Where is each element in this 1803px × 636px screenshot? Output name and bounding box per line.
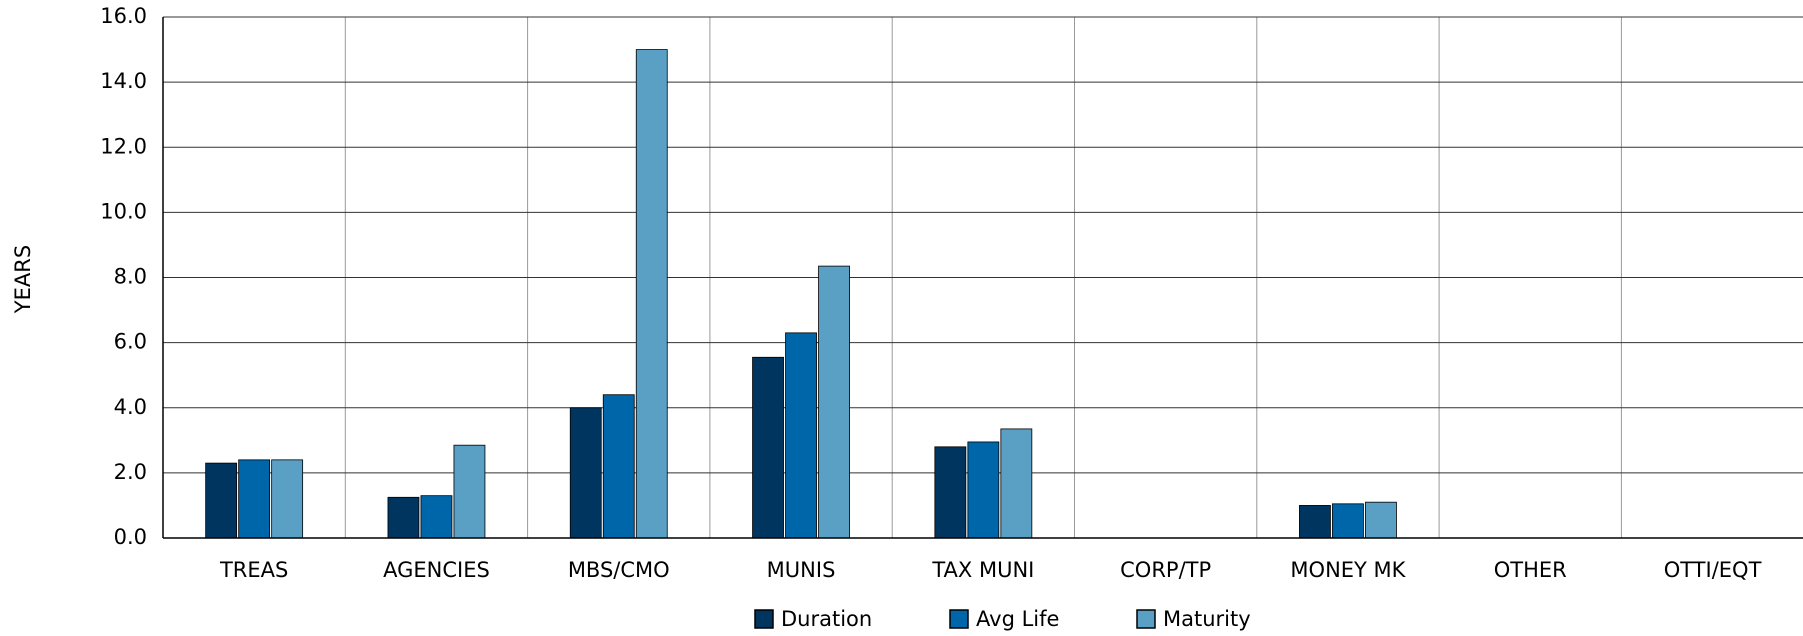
bar [1365,501,1397,539]
legend-label: Maturity [1163,607,1251,631]
y-tick-label: 10.0 [100,199,147,223]
y-tick-label: 12.0 [100,134,147,158]
bar [635,49,668,539]
x-tick-label: CORP/TP [1120,558,1211,582]
legend-label: Avg Life [976,607,1059,631]
bar [205,462,238,539]
x-tick-label: OTHER [1494,558,1567,582]
x-tick-label: TAX MUNI [931,558,1034,582]
x-tick-label: MBS/CMO [568,558,670,582]
legend-swatch [754,609,774,629]
bar [453,444,486,539]
y-tick-label: 4.0 [114,395,147,419]
bar [569,407,602,539]
legend-swatch [1136,609,1156,629]
bar [1000,428,1033,539]
y-tick-label: 2.0 [114,460,147,484]
bar [1332,503,1364,539]
y-tick-label: 16.0 [100,4,147,28]
bar [1299,505,1331,539]
x-tick-label: TREAS [219,558,288,582]
y-tick-label: 6.0 [114,330,147,354]
bar [967,441,1000,539]
bar [271,459,304,539]
legend-swatch [949,609,969,629]
bar [934,446,967,539]
y-tick-label: 14.0 [100,69,147,93]
legend-label: Duration [781,607,872,631]
bar [602,394,635,539]
bar [387,496,420,539]
bar [420,495,453,539]
bar [238,459,271,539]
x-tick-label: MUNIS [767,558,836,582]
y-axis-label: YEARS [11,245,35,314]
y-tick-label: 8.0 [114,265,147,289]
x-tick-label: AGENCIES [383,558,490,582]
bar [752,356,784,539]
bar [785,332,817,539]
x-tick-label: OTTI/EQT [1664,558,1762,582]
x-tick-label: MONEY MK [1290,558,1406,582]
y-tick-label: 0.0 [114,525,147,549]
bar [818,265,850,539]
